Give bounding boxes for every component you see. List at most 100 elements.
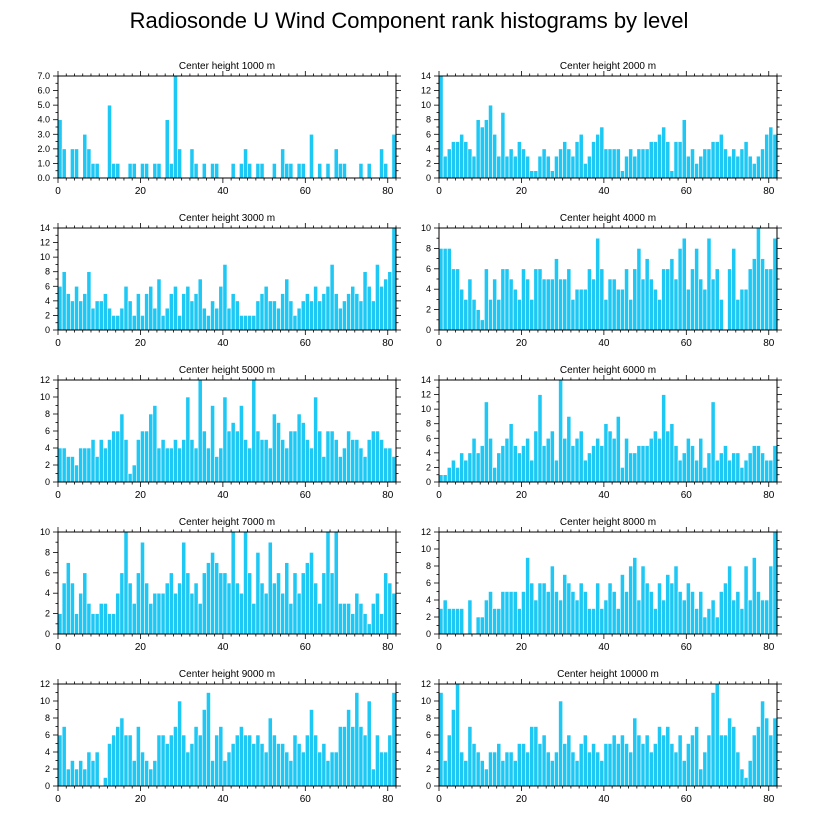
histogram-bar <box>333 148 339 179</box>
x-tick-label: 0 <box>436 186 442 197</box>
x-tick-label: 60 <box>681 642 693 653</box>
histogram-bar <box>61 148 67 179</box>
histogram-bar <box>751 258 757 331</box>
histogram-bar <box>471 437 477 483</box>
histogram-bar <box>442 599 448 635</box>
histogram-bar <box>582 288 588 331</box>
histogram-bar <box>107 613 112 635</box>
histogram-bar <box>119 717 125 787</box>
histogram-bar <box>438 248 444 331</box>
y-tick-label: 12 <box>40 238 50 248</box>
histogram-bar <box>300 422 306 483</box>
histogram-bar <box>764 717 770 787</box>
histogram-bar <box>607 743 613 787</box>
histogram-bar <box>628 148 634 179</box>
histogram-bar <box>391 692 397 787</box>
histogram-bar <box>243 734 248 787</box>
histogram-bar <box>210 552 215 635</box>
histogram-bar <box>127 734 133 787</box>
histogram-bar <box>255 430 261 483</box>
histogram-bar <box>706 734 712 787</box>
histogram-bar <box>529 582 535 635</box>
histogram-bar <box>214 734 220 787</box>
panel-title: Center height 4000 m <box>560 213 656 224</box>
histogram-bar <box>173 75 178 179</box>
histogram-bar <box>438 474 444 483</box>
histogram-bar <box>549 170 555 179</box>
histogram-bar <box>735 751 741 787</box>
histogram-bar <box>148 603 154 635</box>
x-tick-label: 60 <box>681 794 693 805</box>
histogram-bar <box>131 315 137 331</box>
histogram-bar <box>267 541 273 635</box>
histogram-bar <box>554 258 559 331</box>
histogram-bar <box>325 163 331 179</box>
histogram-bar <box>140 430 145 483</box>
histogram-bar <box>103 447 108 483</box>
histogram-bar <box>82 572 88 635</box>
y-tick-label: 3.0 <box>37 129 50 139</box>
histogram-bar <box>545 437 551 483</box>
histogram-bar <box>665 268 671 331</box>
histogram-bar <box>222 572 228 635</box>
x-tick-label: 20 <box>135 338 147 349</box>
histogram-bar <box>446 148 452 179</box>
histogram-bar <box>119 307 125 331</box>
histogram-bar <box>350 726 356 787</box>
histogram-bar <box>391 227 397 331</box>
histogram-bar <box>164 447 170 483</box>
histogram-bar <box>296 743 302 787</box>
histogram-bar <box>438 75 444 179</box>
histogram-bar <box>247 734 253 787</box>
histogram-bar <box>718 133 724 179</box>
histogram-bar <box>177 148 182 179</box>
histogram-bar <box>694 248 699 331</box>
histogram-bar <box>603 599 609 635</box>
y-tick-label: 0 <box>45 325 50 335</box>
histogram-bar <box>690 734 695 787</box>
histogram-bar <box>201 709 207 787</box>
histogram-bar <box>329 751 335 787</box>
y-tick-label: 0 <box>426 781 431 791</box>
histogram-bar <box>358 163 364 179</box>
histogram-bar <box>512 445 518 483</box>
histogram-bar <box>383 278 389 331</box>
histogram-bar <box>533 726 539 787</box>
histogram-bar <box>82 447 88 483</box>
histogram-bar <box>156 734 162 787</box>
y-tick-label: 2.0 <box>37 144 50 154</box>
histogram-bar <box>201 163 207 179</box>
histogram-bar <box>595 582 601 635</box>
x-tick-label: 80 <box>382 642 394 653</box>
histogram-bar <box>103 603 108 635</box>
histogram-bar <box>690 148 695 179</box>
histogram-bar <box>292 430 298 483</box>
histogram-bar <box>686 288 691 331</box>
histogram-bar <box>107 439 112 483</box>
histogram-bar <box>131 760 137 787</box>
histogram-bar <box>525 751 530 787</box>
histogram-bar <box>640 148 646 179</box>
histogram-bar <box>111 315 117 331</box>
histogram-bar <box>710 692 716 787</box>
panel-title: Center height 2000 m <box>560 61 656 72</box>
panel-title: Center height 7000 m <box>179 517 275 528</box>
histogram-bar <box>272 300 277 331</box>
histogram-bar <box>148 413 154 483</box>
histogram-bar <box>595 133 601 179</box>
histogram-bar <box>90 760 96 787</box>
histogram-bar <box>582 591 588 635</box>
x-tick-label: 20 <box>516 186 528 197</box>
histogram-bar <box>210 760 215 787</box>
histogram-bar <box>714 459 720 483</box>
x-tick-label: 0 <box>436 490 442 501</box>
histogram-bar <box>370 768 376 787</box>
histogram-bar <box>362 456 368 483</box>
histogram-bar <box>764 599 770 635</box>
histogram-bar <box>760 599 765 635</box>
histogram-bar <box>57 447 63 483</box>
histogram-bar <box>455 141 460 179</box>
histogram-bar <box>61 582 67 635</box>
histogram-bar <box>681 760 687 787</box>
histogram-bar <box>74 148 79 179</box>
